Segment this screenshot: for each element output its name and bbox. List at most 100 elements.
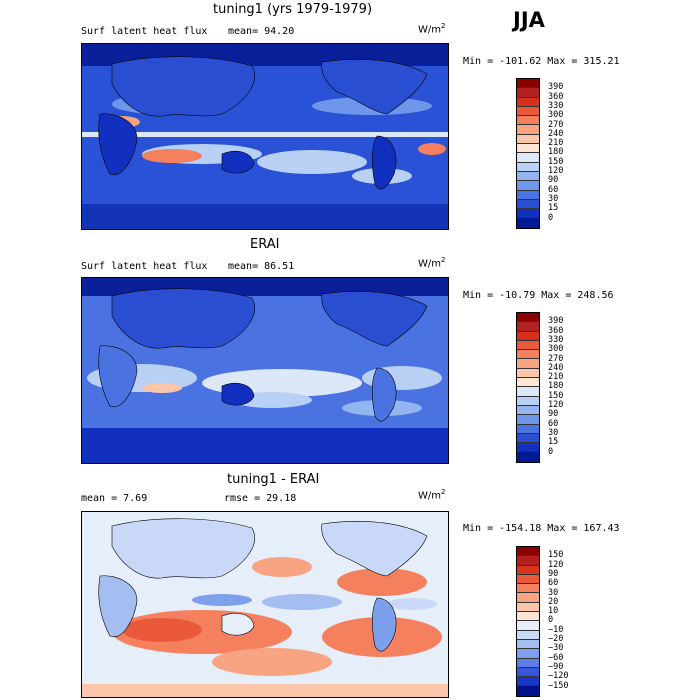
panel-1-map-field [82,44,448,229]
colorbar-tick-label: 360 [548,91,564,102]
colorbar-swatch [517,171,539,182]
panel-2-colorbar-cells [517,313,539,462]
colorbar-swatch [517,547,539,557]
panel-2-variable-label: Surf latent heat flux [81,261,208,272]
colorbar-swatch [517,368,539,379]
colorbar-swatch [517,443,539,453]
colorbar-swatch [517,639,539,650]
colorbar-swatch [517,199,539,210]
panel-2-mean-label: mean= 86.51 [228,261,295,272]
colorbar-tick-label: −60 [548,652,564,663]
colorbar-tick-label: 90 [548,409,559,420]
colorbar-tick-label: 30 [548,427,559,438]
panel-3-title: tuning1 - ERAI [227,472,320,487]
colorbar-swatch [517,190,539,200]
colorbar-swatch [517,649,539,659]
colorbar-swatch [517,387,539,397]
colorbar-swatch [517,378,539,388]
colorbar-tick-label: 210 [548,138,564,149]
colorbar-tick-label: 270 [548,353,564,364]
colorbar-tick-label: 150 [548,550,564,561]
colorbar-tick-label: 60 [548,578,559,589]
panel-2-map [81,277,449,464]
colorbar-tick-label: 15 [548,203,559,214]
colorbar-swatch [517,181,539,191]
colorbar-tick-label: 90 [548,568,559,579]
colorbar-tick-label: 240 [548,362,564,373]
panel-3-minmax: Min = -154.18 Max = 167.43 [463,523,620,534]
colorbar-tick-label: 20 [548,596,559,607]
colorbar-tick-label: 300 [548,344,564,355]
panel-2-map-field [82,278,448,463]
colorbar-swatch [517,415,539,425]
colorbar-swatch [517,106,539,117]
colorbar-tick-label: 330 [548,334,564,345]
colorbar-tick-label: 150 [548,156,564,167]
colorbar-tick-label: 120 [548,400,564,410]
colorbar-swatch [517,125,539,135]
colorbar-tick-label: 300 [548,110,564,121]
colorbar-swatch [517,612,539,622]
panel-1-variable-label: Surf latent heat flux [81,26,208,37]
panel-3-colorbar [516,546,540,697]
colorbar-swatch [517,218,539,228]
panel-2-minmax: Min = -10.79 Max = 248.56 [463,290,614,301]
panel-3-unit: W/m2 [418,488,446,502]
colorbar-swatch [517,565,539,575]
colorbar-tick-label: 360 [548,325,564,336]
colorbar-swatch [517,574,539,585]
colorbar-swatch [517,350,539,360]
colorbar-tick-label: 210 [548,372,564,383]
colorbar-tick-label: −150 [548,680,569,691]
colorbar-swatch [517,433,539,444]
colorbar-tick-label: 30 [548,587,559,598]
panel-1-colorbar-cells [517,79,539,228]
colorbar-tick-label: −20 [548,634,564,644]
colorbar-swatch [517,602,539,613]
panel-3-colorbar-cells [517,547,539,696]
colorbar-tick-label: −90 [548,661,564,672]
panel-2-unit: W/m2 [418,256,446,270]
colorbar-tick-label: 60 [548,418,559,429]
colorbar-tick-label: 10 [548,606,559,617]
colorbar-tick-label: 0 [548,212,554,223]
panel-3-map [81,511,449,698]
colorbar-swatch [517,88,539,98]
colorbar-tick-label: 0 [548,615,554,626]
colorbar-tick-label: 0 [548,446,554,457]
colorbar-tick-label: −10 [548,624,564,635]
colorbar-tick-label: 390 [548,316,564,327]
panel-2-title: ERAI [250,237,280,252]
colorbar-tick-label: 90 [548,175,559,186]
panel-3-map-field [82,512,448,697]
colorbar-swatch [517,452,539,462]
colorbar-tick-label: 120 [548,559,564,570]
colorbar-swatch [517,134,539,145]
colorbar-tick-label: 390 [548,82,564,93]
colorbar-swatch [517,340,539,351]
colorbar-swatch [517,658,539,668]
colorbar-tick-label: 150 [548,390,564,401]
panel-1-mean-label: mean= 94.20 [228,26,295,37]
colorbar-swatch [517,630,539,640]
panel-1-title: tuning1 (yrs 1979-1979) [213,2,373,17]
colorbar-tick-label: 330 [548,100,564,111]
colorbar-swatch [517,686,539,696]
colorbar-tick-label: −120 [548,671,569,682]
colorbar-tick-label: 180 [548,381,564,392]
panel-1-unit: W/m2 [418,22,446,36]
colorbar-swatch [517,677,539,687]
colorbar-swatch [517,556,539,566]
colorbar-swatch [517,116,539,126]
colorbar-tick-label: 30 [548,193,559,204]
colorbar-tick-label: 120 [548,166,564,176]
colorbar-swatch [517,153,539,163]
panel-1-colorbar [516,78,540,229]
colorbar-tick-label: −30 [548,643,564,654]
panel-1-map [81,43,449,230]
colorbar-tick-label: 240 [548,128,564,139]
colorbar-swatch [517,313,539,323]
colorbar-tick-label: 15 [548,437,559,448]
colorbar-swatch [517,621,539,631]
colorbar-swatch [517,322,539,332]
